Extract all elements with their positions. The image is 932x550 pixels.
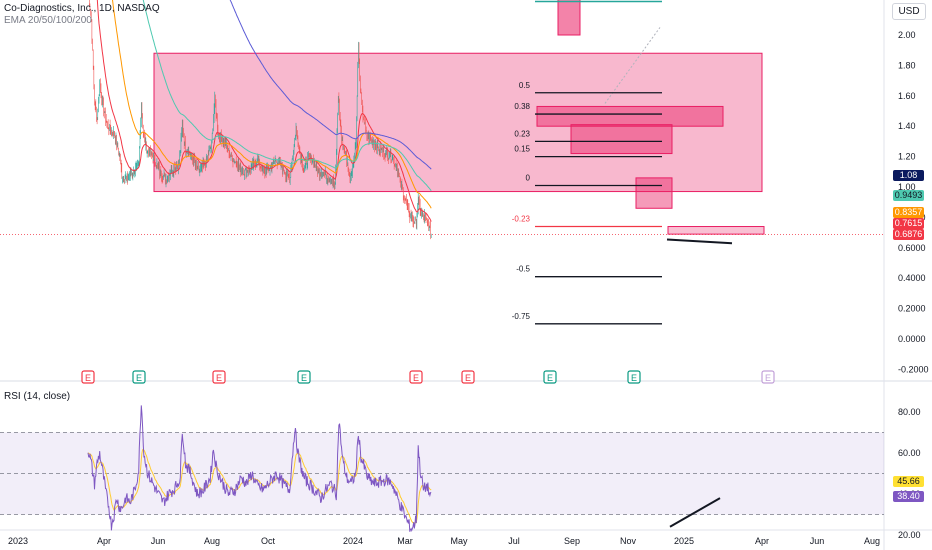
earnings-box [761, 370, 775, 384]
chart-title: Co-Diagnostics, Inc., 1D, NASDAQ [4, 3, 160, 14]
fib-label-4: 0 [526, 173, 531, 182]
earnings-label: E [765, 373, 771, 383]
price-tick-8: 0.4000 [898, 273, 926, 283]
earnings-label: E [631, 373, 637, 383]
price-tag-3: 0.7615 [893, 218, 924, 230]
spike-zone [557, 0, 581, 36]
price-tick-11: -0.2000 [898, 364, 929, 374]
earnings-marker-8: E [761, 370, 775, 384]
earnings-box [543, 370, 557, 384]
fib-label-2: 0.23 [514, 129, 530, 138]
earnings-label: E [465, 373, 471, 383]
time-tick-6: Mar [397, 536, 413, 546]
earnings-label: E [85, 373, 91, 383]
rsi-tick-1: 60.00 [898, 448, 921, 458]
fib-label-5: -0.23 [512, 215, 531, 224]
earnings-label: E [547, 373, 553, 383]
indicator-legend: EMA 20/50/100/200 [4, 15, 92, 26]
price-tick-5: 1.00 [898, 182, 916, 192]
earnings-marker-2: E [212, 370, 226, 384]
price-tick-1: 1.80 [898, 60, 916, 70]
earnings-label: E [413, 373, 419, 383]
supply-zone-2 [570, 124, 673, 155]
price-tick-4: 1.20 [898, 152, 916, 162]
earnings-marker-1: E [132, 370, 146, 384]
time-tick-5: 2024 [343, 536, 363, 546]
time-tick-14: Aug [864, 536, 880, 546]
price-tick-2: 1.60 [898, 91, 916, 101]
earnings-box [81, 370, 95, 384]
price-tick-7: 0.6000 [898, 243, 926, 253]
ema-50-line [112, 0, 432, 209]
earnings-label: E [301, 373, 307, 383]
price-tick-3: 1.40 [898, 121, 916, 131]
rsi-tag-0: 45.66 [893, 476, 924, 488]
candles [89, 0, 432, 240]
price-tag-0: 1.08 [893, 169, 924, 181]
ema-200-line [229, 0, 432, 170]
earnings-marker-4: E [409, 370, 423, 384]
price-tick-0: 2.00 [898, 30, 916, 40]
time-tick-9: Sep [564, 536, 580, 546]
earnings-box [132, 370, 146, 384]
consolidation-zone [153, 52, 763, 193]
rsi-trendline [669, 497, 721, 528]
earnings-marker-3: E [297, 370, 311, 384]
time-tick-8: Jul [508, 536, 520, 546]
earnings-box [627, 370, 641, 384]
supply-zone-1 [536, 105, 724, 127]
demand-zone [667, 226, 765, 235]
earnings-marker-7: E [627, 370, 641, 384]
price-tag-2: 0.8357 [893, 206, 924, 218]
earnings-box [297, 370, 311, 384]
fib-label-1: 0.38 [514, 102, 530, 111]
currency-button[interactable]: USD [892, 3, 926, 20]
rsi-ma-line [87, 448, 432, 525]
price-tick-10: 0.0000 [898, 334, 926, 344]
rsi-tick-0: 80.00 [898, 407, 921, 417]
earnings-box [461, 370, 475, 384]
time-tick-2: Jun [151, 536, 166, 546]
rsi-tick-3: 20.00 [898, 530, 921, 540]
earnings-box [212, 370, 226, 384]
earnings-marker-5: E [461, 370, 475, 384]
earnings-box [409, 370, 423, 384]
earnings-marker-0: E [81, 370, 95, 384]
ema-100-line [142, 0, 432, 192]
price-tick-9: 0.2000 [898, 304, 926, 314]
earnings-marker-6: E [543, 370, 557, 384]
time-tick-7: May [450, 536, 468, 546]
earnings-label: E [216, 373, 222, 383]
time-tick-0: 2023 [8, 536, 28, 546]
time-tick-1: Apr [97, 536, 111, 546]
fib-label-7: -0.75 [512, 312, 531, 321]
time-tick-12: Apr [755, 536, 769, 546]
time-tick-11: 2025 [674, 536, 694, 546]
time-tick-3: Aug [204, 536, 220, 546]
fib-label-6: -0.5 [516, 265, 530, 274]
time-tick-4: Oct [261, 536, 276, 546]
supply-zone-3 [635, 177, 673, 209]
support-trendline [666, 238, 733, 245]
time-tick-13: Jun [810, 536, 825, 546]
rsi-line [87, 405, 432, 533]
rsi-tag-1: 38.40 [893, 491, 924, 503]
price-tag-1: 0.9493 [893, 189, 924, 201]
fib-label-3: 0.15 [514, 145, 530, 154]
time-tick-10: Nov [620, 536, 637, 546]
earnings-label: E [136, 373, 142, 383]
rsi-label: RSI (14, close) [4, 391, 71, 402]
price-tag-4: 0.6876 [893, 229, 924, 241]
fib-label-0: 0.5 [519, 81, 531, 90]
